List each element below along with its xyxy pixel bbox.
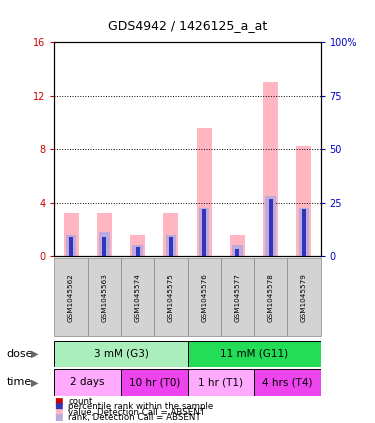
Text: GSM1045577: GSM1045577 xyxy=(234,273,240,321)
FancyBboxPatch shape xyxy=(221,258,254,336)
Bar xyxy=(63,213,78,256)
Text: 2 days: 2 days xyxy=(70,377,105,387)
FancyBboxPatch shape xyxy=(88,258,121,336)
FancyBboxPatch shape xyxy=(154,258,188,336)
FancyBboxPatch shape xyxy=(188,258,221,336)
Bar xyxy=(236,253,239,256)
Bar xyxy=(232,245,243,256)
Bar xyxy=(297,146,312,256)
FancyBboxPatch shape xyxy=(254,369,321,396)
Bar xyxy=(236,249,239,256)
Bar xyxy=(164,213,178,256)
Bar xyxy=(299,208,309,256)
Text: 3 mM (G3): 3 mM (G3) xyxy=(93,349,148,359)
Bar xyxy=(202,253,206,256)
Bar xyxy=(69,253,73,256)
Text: rank, Detection Call = ABSENT: rank, Detection Call = ABSENT xyxy=(68,413,201,422)
Bar xyxy=(166,234,176,256)
FancyBboxPatch shape xyxy=(54,258,88,336)
Bar xyxy=(199,208,209,256)
Bar xyxy=(97,213,112,256)
Bar xyxy=(130,234,145,256)
FancyBboxPatch shape xyxy=(188,341,321,367)
Text: ■: ■ xyxy=(54,402,62,411)
Bar xyxy=(202,209,206,256)
Bar xyxy=(136,253,140,256)
Text: percentile rank within the sample: percentile rank within the sample xyxy=(68,402,213,411)
Text: ■: ■ xyxy=(54,407,62,417)
Bar xyxy=(99,232,109,256)
Text: 4 hrs (T4): 4 hrs (T4) xyxy=(262,377,313,387)
Text: time: time xyxy=(6,377,32,387)
Bar xyxy=(102,237,106,256)
Bar xyxy=(302,253,306,256)
FancyBboxPatch shape xyxy=(54,369,121,396)
Text: ■: ■ xyxy=(54,413,62,422)
Bar xyxy=(169,237,173,256)
Text: GSM1045574: GSM1045574 xyxy=(135,273,141,321)
FancyBboxPatch shape xyxy=(254,258,287,336)
Bar xyxy=(302,209,306,256)
FancyBboxPatch shape xyxy=(121,369,188,396)
Bar xyxy=(132,245,143,256)
Text: 11 mM (G11): 11 mM (G11) xyxy=(220,349,288,359)
Text: GSM1045575: GSM1045575 xyxy=(168,273,174,321)
Text: ▶: ▶ xyxy=(31,349,39,359)
Text: ■: ■ xyxy=(54,396,62,406)
Bar xyxy=(102,253,106,256)
Text: GDS4942 / 1426125_a_at: GDS4942 / 1426125_a_at xyxy=(108,19,267,32)
Bar xyxy=(69,237,73,256)
Text: count: count xyxy=(68,396,93,406)
Text: ▶: ▶ xyxy=(31,377,39,387)
Text: dose: dose xyxy=(6,349,33,359)
Bar xyxy=(266,196,276,256)
Text: GSM1045563: GSM1045563 xyxy=(101,273,107,321)
Text: 10 hr (T0): 10 hr (T0) xyxy=(129,377,180,387)
Bar xyxy=(136,247,140,256)
Bar xyxy=(230,234,245,256)
Text: value, Detection Call = ABSENT: value, Detection Call = ABSENT xyxy=(68,407,205,417)
Bar xyxy=(263,82,278,256)
Bar xyxy=(169,253,173,256)
FancyBboxPatch shape xyxy=(54,341,188,367)
FancyBboxPatch shape xyxy=(121,258,154,336)
Text: GSM1045579: GSM1045579 xyxy=(301,273,307,321)
Text: GSM1045562: GSM1045562 xyxy=(68,273,74,321)
Bar xyxy=(66,234,76,256)
FancyBboxPatch shape xyxy=(188,369,254,396)
Text: GSM1045578: GSM1045578 xyxy=(268,273,274,321)
Text: 1 hr (T1): 1 hr (T1) xyxy=(198,377,243,387)
Bar xyxy=(269,253,273,256)
Bar xyxy=(269,198,273,256)
Text: GSM1045576: GSM1045576 xyxy=(201,273,207,321)
FancyBboxPatch shape xyxy=(287,258,321,336)
Bar xyxy=(196,128,211,256)
